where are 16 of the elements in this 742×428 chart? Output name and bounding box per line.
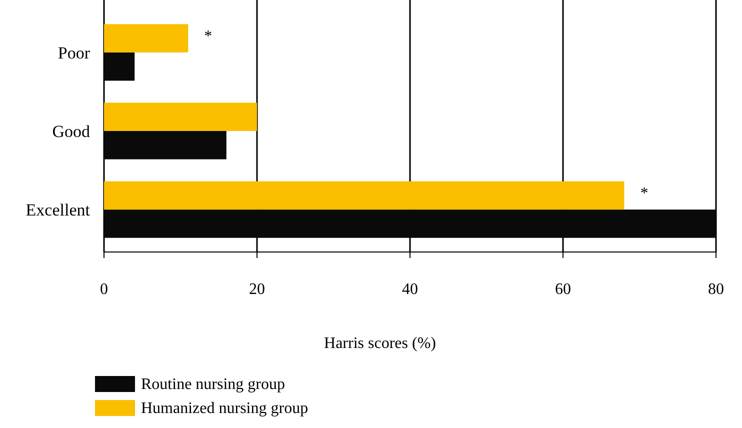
x-axis-title: Harris scores (%) (324, 335, 436, 352)
bar (104, 181, 624, 210)
y-tick-label: Good (52, 122, 90, 141)
x-tick-label: 60 (555, 281, 571, 298)
legend-label: Routine nursing group (141, 376, 285, 393)
y-tick-label: Poor (58, 43, 90, 62)
annotation: * (640, 185, 648, 202)
annotation: * (204, 28, 212, 45)
x-tick-label: 20 (249, 281, 265, 298)
bar (104, 24, 188, 52)
x-tick-label: 80 (708, 281, 724, 298)
x-tick-label: 0 (100, 281, 108, 298)
y-tick-label: Excellent (26, 200, 90, 220)
x-tick-label: 40 (402, 281, 418, 298)
legend-label: Humanized nursing group (141, 400, 308, 417)
bar (104, 102, 257, 131)
